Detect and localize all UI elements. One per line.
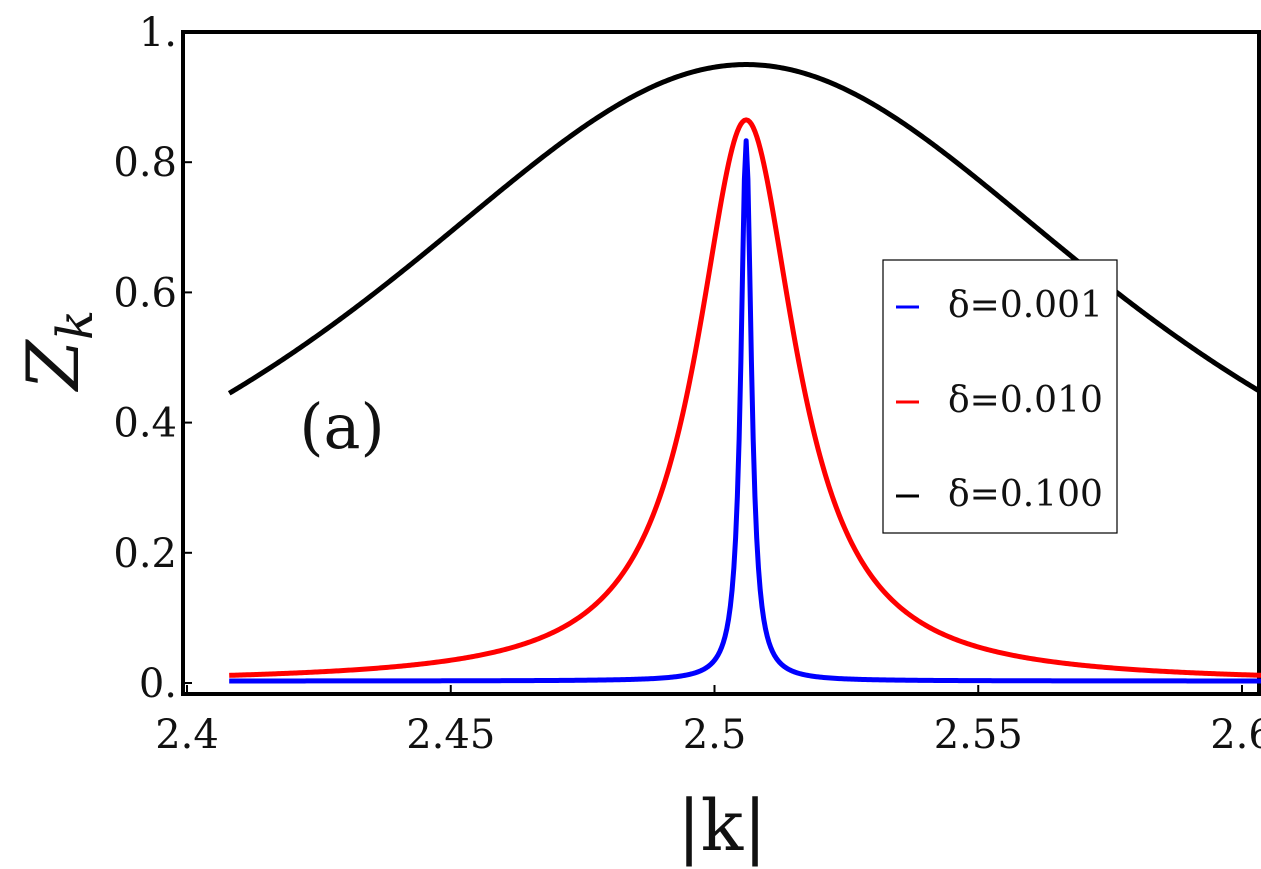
legend-label: δ=0.010 bbox=[948, 380, 1103, 421]
x-axis-title: |k| bbox=[677, 785, 767, 867]
tick-layer: 2.4 2.45 2.5 2.55 2.6 0. 0.2 0.4 0.6 0.8 1. bbox=[113, 10, 1261, 758]
series-line bbox=[228, 117, 1261, 678]
y-tick-label: 0.4 bbox=[113, 401, 177, 447]
x-tick-label: 2.6 bbox=[1210, 712, 1261, 758]
y-axis-title-sub: k bbox=[46, 310, 104, 340]
legend-box bbox=[882, 259, 1118, 534]
y-tick-label: 1. bbox=[139, 10, 177, 56]
x-tick-label: 2.5 bbox=[683, 712, 747, 758]
legend: δ=0.001 δ=0.010 δ=0.100 bbox=[882, 259, 1118, 534]
plot-frame bbox=[181, 30, 1261, 696]
panel-annotation: (a) bbox=[299, 390, 384, 463]
x-tick-label: 2.45 bbox=[406, 712, 495, 758]
y-tick-label: 0.6 bbox=[113, 270, 177, 316]
series-line bbox=[228, 138, 1261, 684]
x-tick-label: 2.4 bbox=[155, 712, 219, 758]
legend-items: δ=0.001 δ=0.010 δ=0.100 bbox=[896, 285, 1103, 515]
y-axis-title-main: Z bbox=[11, 338, 95, 392]
legend-label: δ=0.100 bbox=[948, 474, 1103, 515]
y-tick-label: 0.2 bbox=[113, 531, 177, 577]
y-tick-label: 0. bbox=[139, 661, 177, 707]
legend-label: δ=0.001 bbox=[948, 285, 1103, 326]
y-tick-label: 0.8 bbox=[113, 140, 177, 186]
x-tick-label: 2.55 bbox=[934, 712, 1023, 758]
y-axis-title: Zk bbox=[11, 310, 104, 392]
